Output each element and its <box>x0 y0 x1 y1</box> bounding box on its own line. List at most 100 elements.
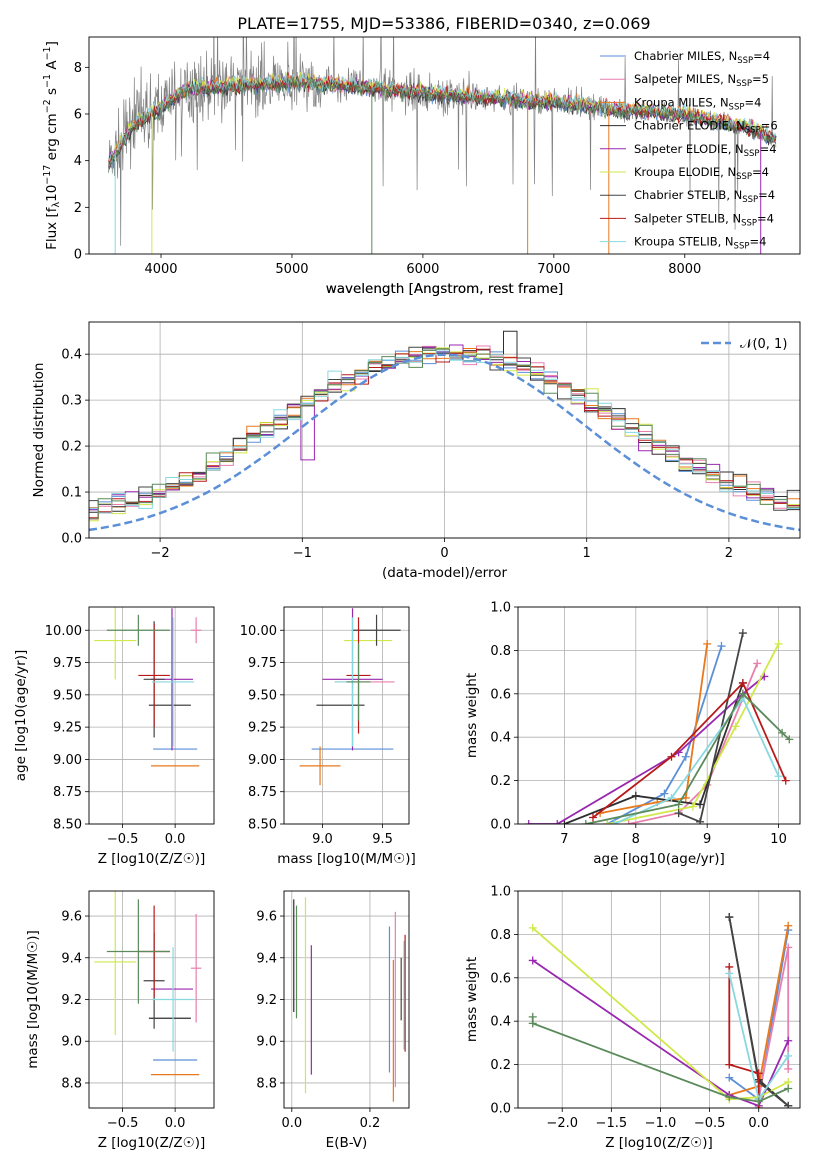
mass-weight-marker <box>528 923 537 932</box>
y-tick-label: 0.6 <box>490 971 511 986</box>
residual-histogram-step <box>89 350 800 514</box>
y-tick-label: 9.00 <box>248 753 277 768</box>
legend-entry: Salpeter ELODIE, NSSP=4 <box>634 142 777 159</box>
y-axis-label: Flux [fλ10−17 erg cm−2 s−1 A−1] <box>42 41 62 250</box>
errorbar-point <box>106 899 170 1004</box>
x-tick-label: 10 <box>770 832 787 847</box>
y-tick-label: 0.8 <box>490 928 511 943</box>
mass-weight-line <box>606 645 723 824</box>
errorbar-point <box>352 614 401 646</box>
mass-weight-marker <box>528 1019 537 1028</box>
mass-weight-line <box>599 643 709 814</box>
y-tick-label: 8.50 <box>53 818 82 833</box>
model-spectrum-line <box>108 71 777 162</box>
y-tick-label: 1.0 <box>490 601 511 616</box>
y-tick-label: 9.6 <box>256 910 277 925</box>
mass-weight-marker <box>674 809 683 818</box>
mass-weight-marker <box>624 820 633 824</box>
mass-weight-marker <box>738 689 747 698</box>
errorbar-point <box>152 947 195 1052</box>
y-tick-label: 9.25 <box>53 721 82 736</box>
mass-weight-marker <box>774 772 783 781</box>
mass-weight-marker <box>784 1051 793 1060</box>
mass-weight-marker <box>784 1036 793 1045</box>
x-tick-label: 0.0 <box>165 1116 186 1131</box>
x-tick-label: −2 <box>151 546 170 561</box>
x-tick-label: 9.5 <box>372 832 393 847</box>
x-axis-label: Z [log10(Z/Z☉)] <box>605 1135 713 1151</box>
y-tick-label: 8.8 <box>61 1076 82 1091</box>
errorbar-point <box>346 643 371 721</box>
legend-entry: Salpeter MILES, NSSP=5 <box>634 72 769 89</box>
x-tick-label: −2.0 <box>546 1116 578 1131</box>
legend-entry: Salpeter STELIB, NSSP=4 <box>634 211 774 228</box>
mass-weight-marker <box>667 752 676 761</box>
mass-weight-marker <box>524 820 533 824</box>
x-tick-label: 0.0 <box>748 1116 769 1131</box>
x-tick-label: 0.0 <box>281 1116 302 1131</box>
mass-weight-marker <box>603 820 612 824</box>
mass-weight-marker <box>784 1064 793 1073</box>
x-tick-label: −1.0 <box>645 1116 677 1131</box>
mass-weight-line <box>628 663 759 824</box>
plot-area <box>293 897 406 1102</box>
x-tick-label: 2 <box>725 546 733 561</box>
mass-weight-marker <box>674 800 683 809</box>
x-tick-label: −1.5 <box>596 1116 628 1131</box>
axes-frame <box>88 890 215 1109</box>
y-tick-label: 0 <box>74 248 82 263</box>
x-tick-label: −1 <box>293 546 312 561</box>
y-tick-label: 0.4 <box>490 731 511 746</box>
y-tick-label: 9.4 <box>256 951 277 966</box>
mass-weight-marker <box>660 789 669 798</box>
y-tick-label: 9.2 <box>61 993 82 1008</box>
residual-histogram-step <box>89 344 800 514</box>
mass-weight-line <box>532 959 790 1107</box>
y-tick-label: 9.2 <box>256 993 277 1008</box>
y-axis-label: mass weight <box>464 957 480 1042</box>
y-tick-label: 0.2 <box>61 440 82 455</box>
y-axis-label: mass weight <box>464 673 480 758</box>
y-axis-label: mass [log10(M/M☉)] <box>25 930 41 1069</box>
mass-weight-marker <box>781 776 790 785</box>
y-tick-label: 9.00 <box>53 753 82 768</box>
legend-entry: Chabrier MILES, NSSP=4 <box>634 49 770 66</box>
axes-frame <box>517 890 801 1109</box>
x-tick-label: 9.0 <box>312 832 333 847</box>
mass-weight-line <box>728 967 760 1108</box>
mass-weight-marker <box>774 639 783 648</box>
mass-weight-marker <box>581 820 590 824</box>
x-axis-label: E(B-V) <box>326 1135 368 1151</box>
y-axis-label: Normed distribution <box>31 363 47 498</box>
y-tick-label: 10.00 <box>45 624 82 639</box>
legend-entry: Kroupa STELIB, NSSP=4 <box>634 235 766 252</box>
legend-entry: 𝒩(0, 1) <box>740 337 787 352</box>
plot-area <box>94 607 202 767</box>
x-tick-label: 8000 <box>668 262 701 277</box>
residual-histogram-step <box>89 348 800 513</box>
x-tick-label: 6000 <box>406 262 439 277</box>
mass-weight-marker <box>553 820 562 824</box>
y-tick-label: 9.6 <box>61 910 82 925</box>
errorbar-point <box>190 913 202 1023</box>
axes-frame <box>88 606 215 825</box>
plot-area <box>524 629 794 824</box>
mass-weight-marker <box>738 678 747 687</box>
plot-area <box>299 608 401 786</box>
y-tick-label: 9.0 <box>61 1035 82 1050</box>
mass-weight-marker <box>784 1101 793 1108</box>
model-spectrum-line <box>108 75 777 172</box>
y-tick-label: 0.4 <box>61 348 82 363</box>
plot-area <box>108 37 777 254</box>
errorbar-point <box>299 746 341 786</box>
x-tick-label: −0.5 <box>107 832 139 847</box>
legend-entry: Kroupa MILES, NSSP=4 <box>634 95 761 112</box>
spectrum-panel: 4000 5000 6000 7000 8000 0 2 4 6 8 wavelength [Ang… <box>42 36 801 297</box>
errorbar-point <box>94 607 137 680</box>
mass-weight-marker <box>725 1073 734 1082</box>
y-tick-label: 9.4 <box>61 951 82 966</box>
plot-area <box>89 330 800 532</box>
x-tick-label: 8 <box>632 832 640 847</box>
x-tick-label: 5000 <box>275 262 308 277</box>
y-tick-label: 0.2 <box>490 774 511 789</box>
